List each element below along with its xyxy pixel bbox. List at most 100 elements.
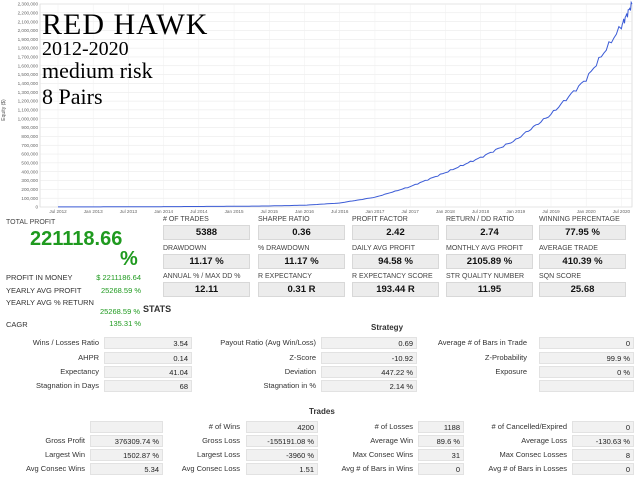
y-tick-label: 1,300,000 [18, 90, 39, 95]
metric-value: 12.11 [163, 282, 250, 297]
strategy-metric-label: Wins / Losses Ratio [32, 338, 99, 347]
metric-label: SQN SCORE [539, 273, 582, 280]
trade-metric-label: Avg Consec Wins [25, 464, 85, 473]
strategy-metric-value: 99.9 % [539, 352, 634, 364]
trade-metric-value: 1188 [418, 421, 464, 433]
y-tick-label: 800,000 [21, 134, 38, 139]
strategy-metric-value: 0 [539, 337, 634, 349]
trade-metric-value: -3960 % [246, 449, 318, 461]
strategy-metric-value: 3.54 [104, 337, 192, 349]
metric-value: 0.31 R [258, 282, 345, 297]
y-tick-label: 2,200,000 [18, 10, 39, 15]
strategy-metric-label: Stagnation in Days [36, 381, 99, 390]
y-tick-label: 1,800,000 [18, 46, 39, 51]
x-tick-label: Jul 2014 [190, 209, 208, 214]
trade-metric-value: 0 [572, 421, 634, 433]
x-tick-label: Jul 2016 [331, 209, 349, 214]
y-tick-label: 2,000,000 [18, 28, 39, 33]
trade-metric-label: Max Consec Losses [499, 450, 567, 459]
yearly-avg-profit-label: YEARLY AVG PROFIT [6, 286, 82, 295]
strategy-metric-label: Z-Score [289, 353, 316, 362]
trade-metric-label: Max Consec Wins [352, 450, 413, 459]
trade-metric-value: -155191.08 % [246, 435, 318, 447]
profit-in-money-label: PROFIT IN MONEY [6, 273, 73, 282]
x-tick-label: Jul 2018 [472, 209, 490, 214]
trade-metric-value: 8 [572, 449, 634, 461]
strategy-metric-value: 68 [104, 380, 192, 392]
y-tick-label: 1,900,000 [18, 37, 39, 42]
metric-value: 94.58 % [352, 254, 439, 269]
x-tick-label: Jan 2018 [436, 209, 455, 214]
strategy-metric-label: Average # of Bars in Trade [437, 338, 527, 347]
trade-metric-label: Avg Consec Loss [181, 464, 240, 473]
trade-metric-value: 31 [418, 449, 464, 461]
metric-label: DAILY AVG PROFIT [352, 245, 416, 252]
strategy-metric-label: Expectancy [60, 367, 99, 376]
metric-value: 5388 [163, 225, 250, 240]
y-tick-label: 2,300,000 [18, 2, 39, 7]
strategy-metric-value: 447.22 % [321, 366, 417, 378]
metric-label: RETURN / DD RATIO [446, 216, 514, 223]
metric-label: SHARPE RATIO [258, 216, 310, 223]
y-tick-label: 1,700,000 [18, 55, 39, 60]
total-profit-value: 221118.66 [30, 228, 123, 250]
strategy-metric-value: 0.14 [104, 352, 192, 364]
metric-label: WINNING PERCENTAGE [539, 216, 620, 223]
metric-label: STR QUALITY NUMBER [446, 273, 525, 280]
metric-value: 2.42 [352, 225, 439, 240]
overlay-title: RED HAWK [42, 8, 209, 41]
metric-label: PROFIT FACTOR [352, 216, 408, 223]
x-tick-label: Jan 2019 [506, 209, 525, 214]
trade-metric-label: # of Wins [208, 422, 240, 431]
trade-metric-label: Avg # of Bars in Losses [488, 464, 567, 473]
strategy-metric-label: Deviation [284, 367, 316, 376]
yearly-avg-profit-value: 25268.59 % [100, 286, 141, 295]
total-profit-label: TOTAL PROFIT [6, 219, 56, 226]
metric-label: % DRAWDOWN [258, 245, 310, 252]
metric-label: DRAWDOWN [163, 245, 207, 252]
trade-metric-label: Largest Win [44, 450, 85, 459]
trade-metric-label: Avg # of Bars in Wins [341, 464, 413, 473]
trades-heading: Trades [309, 407, 335, 416]
overlay-pairs: 8 Pairs [42, 84, 103, 109]
y-tick-label: 700,000 [21, 143, 38, 148]
metric-value: 11.17 % [258, 254, 345, 269]
strategy-metric-value: 0 % [539, 366, 634, 378]
strategy-metric-label: Stagnation in % [263, 381, 316, 390]
y-tick-label: 1,500,000 [18, 72, 39, 77]
strategy-metric-label: Payout Ratio (Avg Win/Loss) [220, 338, 316, 347]
y-tick-label: 0 [35, 205, 38, 210]
x-tick-label: Jul 2012 [49, 209, 67, 214]
strategy-metric-label: Z-Probability [484, 353, 527, 362]
strategy-metric-label: AHPR [78, 353, 99, 362]
x-tick-label: Jul 2017 [401, 209, 419, 214]
cagr-value: 135.31 % [109, 319, 141, 328]
x-tick-label: Jul 2019 [542, 209, 560, 214]
y-tick-label: 1,000,000 [18, 116, 39, 121]
yearly-avg-return-value: 25268.59 % [99, 307, 140, 316]
trade-metric-value: 0 [418, 463, 464, 475]
trade-metric-value: 1.51 [246, 463, 318, 475]
y-tick-label: 300,000 [21, 178, 38, 183]
trade-metric-value: 5.34 [90, 463, 163, 475]
trade-metric-label: # of Losses [374, 422, 413, 431]
trade-metric-value: 1502.87 % [90, 449, 163, 461]
stats-heading: STATS [143, 304, 172, 314]
metric-label: AVERAGE TRADE [539, 245, 598, 252]
x-tick-label: Jan 2015 [225, 209, 244, 214]
equity-curve [58, 0, 633, 208]
y-tick-label: 500,000 [21, 160, 38, 165]
equity-chart: 0 100,000 200,000 300,000 400,000 500,000 600,… [0, 0, 640, 215]
x-tick-label: Jul 2020 [613, 209, 631, 214]
metric-value: 11.17 % [163, 254, 250, 269]
trade-metric-label [6, 421, 85, 433]
trade-metric-label: Average Win [370, 436, 413, 445]
overlay-period: 2012-2020 [42, 38, 129, 60]
metric-value: 410.39 % [539, 254, 626, 269]
strategy-metric-value: 0.69 [321, 337, 417, 349]
trade-metric-value: 89.6 % [418, 435, 464, 447]
y-tick-label: 100,000 [21, 196, 38, 201]
profit-in-money-value: $ 2211186.64 [96, 273, 141, 282]
cagr-label: CAGR [6, 320, 28, 329]
metric-value: 25.68 [539, 282, 626, 297]
